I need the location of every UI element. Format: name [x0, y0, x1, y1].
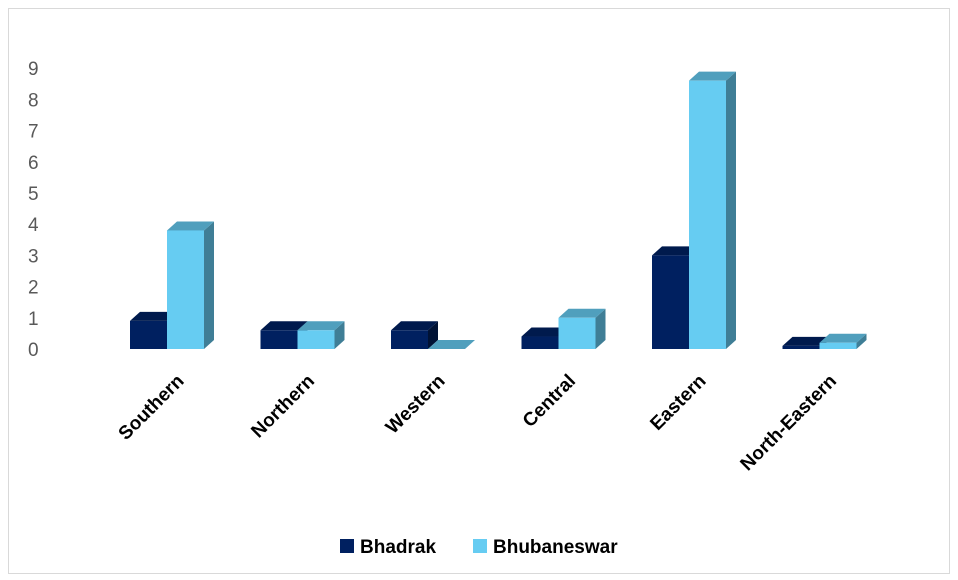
x-tick-label: Eastern: [646, 371, 710, 435]
y-tick-label: 6: [28, 153, 39, 174]
y-tick-label: 7: [28, 122, 39, 143]
bars: [130, 71, 867, 350]
x-tick-label: Central: [519, 371, 580, 432]
y-axis: 0 1 2 3 4 5 6 7 8 9: [28, 59, 39, 361]
legend-swatch: [473, 539, 487, 553]
bar-bhubaneswar-central: [558, 308, 606, 349]
legend: Bhadrak Bhubaneswar: [340, 537, 618, 558]
bar-bhadrak-western: [391, 321, 438, 349]
x-tick-label: North-Eastern: [737, 371, 841, 475]
x-tick-label: Southern: [115, 371, 189, 445]
bar-bhubaneswar-western: [428, 340, 475, 349]
y-tick-label: 3: [28, 246, 39, 267]
x-tick-label: Northern: [247, 371, 319, 443]
y-tick-label: 4: [28, 215, 39, 236]
bar-bhubaneswar-southern: [167, 221, 214, 349]
legend-swatch: [340, 539, 354, 553]
y-tick-label: 0: [28, 340, 39, 361]
y-tick-label: 2: [28, 278, 39, 299]
bar-bhubaneswar-northern: [297, 321, 345, 349]
bar-bhubaneswar-eastern: [689, 71, 736, 350]
legend-label: Bhubaneswar: [493, 537, 618, 558]
x-axis: Southern Northern Western Central Eastern Nor…: [115, 371, 841, 475]
legend-label: Bhadrak: [360, 537, 436, 558]
y-tick-label: 1: [28, 309, 39, 330]
y-tick-label: 9: [28, 59, 39, 80]
y-tick-label: 5: [28, 184, 39, 205]
chart-frame: [8, 8, 950, 574]
bar-bhubaneswar-north-eastern: [819, 333, 867, 349]
x-tick-label: Western: [382, 371, 450, 439]
y-tick-label: 8: [28, 90, 39, 111]
